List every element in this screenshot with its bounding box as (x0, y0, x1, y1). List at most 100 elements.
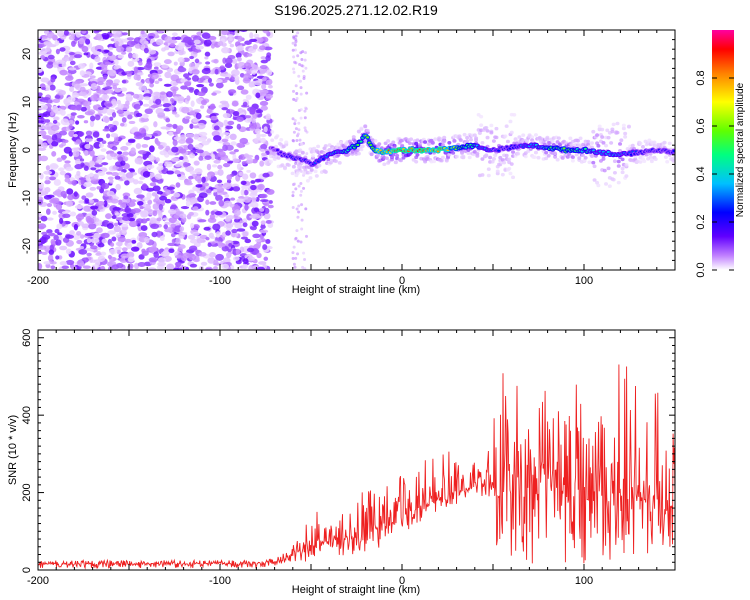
noise-speck (138, 61, 143, 66)
noise-speck (299, 181, 303, 185)
noise-speck (84, 198, 90, 204)
noise-speck (265, 239, 271, 244)
noise-speck (210, 43, 215, 49)
noise-speck (111, 171, 119, 177)
noise-speck (105, 89, 114, 94)
noise-speck (83, 120, 89, 124)
noise-speck (293, 119, 297, 123)
noise-speck (166, 170, 175, 175)
noise-speck (205, 236, 210, 241)
noise-speck (44, 84, 51, 91)
noise-speck (115, 216, 125, 221)
ridge-halo (517, 135, 522, 139)
noise-speck (125, 93, 132, 98)
ridge-halo (395, 153, 400, 158)
noise-speck (128, 263, 134, 269)
snr-panel: -200 -100 0 100 0 200 400 600 Height of straig… (7, 329, 676, 596)
noise-speck (305, 234, 309, 238)
ridge-halo (479, 123, 484, 127)
noise-speck (204, 51, 211, 57)
ridge-halo (615, 130, 620, 135)
noise-speck (73, 191, 78, 197)
noise-speck (250, 180, 256, 184)
noise-speck (46, 217, 54, 221)
noise-speck (116, 46, 125, 53)
noise-speck (259, 160, 265, 167)
noise-speck (57, 167, 65, 172)
noise-speck (258, 261, 267, 265)
noise-speck (250, 201, 259, 208)
noise-speck (80, 106, 87, 112)
ridge-halo (451, 151, 456, 155)
noise-speck (265, 94, 273, 99)
noise-speck (133, 131, 141, 137)
noise-speck (59, 47, 66, 52)
ridge-halo (560, 156, 565, 160)
noise-speck (213, 259, 219, 266)
noise-speck (208, 82, 214, 87)
noise-speck (78, 131, 84, 137)
spectrogram-x-ticks: -200 -100 0 100 (27, 30, 676, 287)
noise-speck (212, 223, 221, 231)
ridge-halo (359, 147, 364, 152)
noise-speck (300, 64, 304, 68)
noise-speck (301, 69, 305, 73)
noise-speck (201, 68, 211, 75)
noise-speck (120, 87, 128, 92)
noise-speck (221, 47, 230, 54)
ridge-halo (568, 136, 573, 141)
ridge-halo (298, 148, 303, 153)
noise-speck (196, 237, 204, 244)
noise-speck (208, 232, 214, 239)
noise-speck (236, 116, 244, 122)
noise-speck (147, 267, 157, 270)
ridge-halo (621, 126, 626, 131)
noise-speck (117, 171, 126, 176)
noise-speck (206, 189, 212, 194)
noise-speck (148, 154, 155, 161)
noise-speck (297, 184, 301, 188)
noise-speck (115, 246, 122, 251)
noise-speck (78, 91, 87, 96)
noise-speck (38, 223, 47, 230)
noise-speck (153, 121, 158, 128)
noise-speck (218, 200, 225, 207)
ridge-halo (612, 170, 617, 175)
ridge-halo (442, 139, 447, 144)
noise-speck (51, 150, 57, 157)
ridge-halo (507, 166, 512, 171)
ridge-halo (630, 143, 635, 148)
noise-speck (89, 75, 96, 79)
noise-speck (304, 107, 308, 111)
noise-speck (192, 118, 199, 123)
noise-speck (134, 157, 144, 165)
noise-speck (76, 231, 82, 236)
noise-speck (93, 173, 99, 179)
noise-speck (74, 80, 82, 84)
figure-title: S196.2025.271.12.02.R19 (274, 2, 438, 18)
noise-speck (244, 40, 252, 45)
noise-speck (66, 188, 74, 195)
noise-speck (68, 124, 73, 130)
noise-speck (168, 131, 174, 137)
noise-speck (53, 116, 60, 121)
noise-speck (255, 239, 262, 243)
noise-speck (292, 245, 296, 249)
ridge-halo (591, 129, 596, 134)
noise-speck (65, 259, 75, 266)
noise-speck (262, 76, 267, 82)
noise-speck (156, 166, 164, 171)
spectrogram-x-label: Height of straight line (km) (292, 284, 420, 296)
ridge-halo (607, 184, 612, 189)
noise-speck (267, 204, 274, 209)
colorbar-label: Normalized spectral amplitude (735, 82, 746, 217)
noise-speck (40, 55, 46, 60)
noise-speck (294, 34, 298, 38)
ridge-halo (426, 142, 431, 146)
noise-speck (94, 56, 101, 63)
noise-speck (225, 134, 230, 140)
noise-speck (110, 152, 117, 157)
noise-speck (44, 187, 51, 193)
noise-speck (158, 77, 163, 82)
noise-speck (265, 55, 271, 62)
